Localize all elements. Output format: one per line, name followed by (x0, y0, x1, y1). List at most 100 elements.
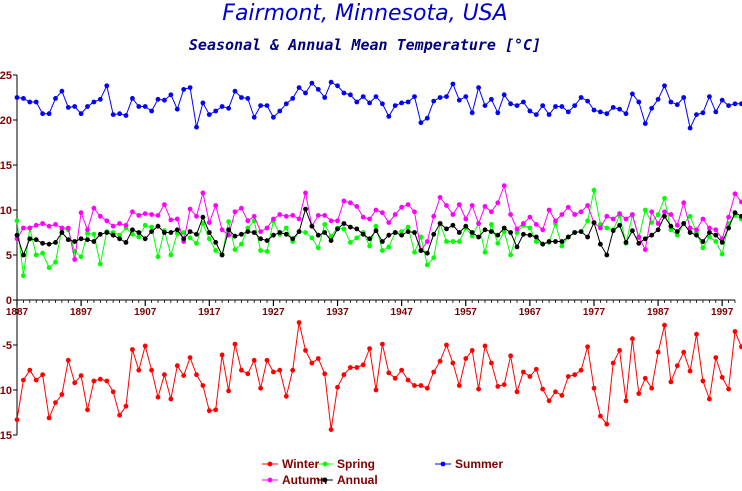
data-point (655, 96, 661, 102)
data-point (206, 408, 212, 414)
data-point (283, 101, 289, 107)
data-point (360, 214, 366, 220)
data-point (245, 229, 251, 235)
legend-swatch-marker (322, 477, 328, 483)
data-point (617, 211, 622, 217)
data-point (687, 368, 693, 374)
data-point (200, 214, 206, 220)
data-point (424, 115, 430, 121)
data-point (559, 243, 565, 249)
data-point (617, 222, 622, 228)
y-tick-label: 20 (0, 115, 12, 127)
data-point (521, 369, 526, 375)
data-point (700, 378, 706, 384)
data-point (200, 221, 206, 226)
data-point (328, 79, 334, 85)
data-point (553, 239, 558, 244)
data-point (456, 97, 462, 103)
data-point (130, 209, 135, 215)
data-point (476, 85, 481, 90)
data-point (194, 213, 199, 219)
data-point (142, 104, 148, 109)
data-point (668, 379, 674, 385)
data-point (251, 114, 257, 120)
data-point (495, 200, 501, 206)
data-point (21, 225, 26, 231)
data-point (713, 109, 719, 115)
data-point (431, 98, 437, 104)
data-point (315, 356, 321, 361)
data-point (162, 202, 167, 208)
data-point (104, 83, 110, 89)
data-point (431, 369, 437, 375)
data-point (174, 106, 180, 112)
data-point (65, 225, 71, 231)
data-point (495, 110, 501, 116)
data-point (585, 344, 590, 350)
data-point (521, 99, 526, 105)
data-point (187, 85, 193, 90)
data-point (322, 95, 328, 100)
data-point (565, 109, 571, 115)
data-point (136, 367, 142, 373)
data-point (142, 343, 148, 349)
data-point (495, 232, 501, 238)
data-point (386, 232, 392, 238)
data-point (226, 388, 232, 394)
data-point (85, 104, 90, 109)
data-point (399, 367, 404, 373)
data-point (72, 239, 78, 244)
data-point (303, 348, 308, 353)
data-point (674, 232, 680, 238)
data-point (732, 191, 738, 197)
data-point (437, 95, 443, 100)
data-point (540, 386, 546, 392)
data-point (181, 236, 187, 242)
data-point (290, 236, 296, 242)
data-point (418, 234, 424, 240)
data-point (271, 114, 276, 120)
data-point (328, 218, 334, 224)
data-point (412, 209, 417, 215)
data-point (251, 357, 257, 363)
data-point (328, 238, 334, 244)
data-point (213, 203, 219, 208)
data-point (200, 190, 206, 196)
data-point (97, 96, 103, 102)
data-point (206, 236, 212, 242)
data-point (444, 342, 449, 348)
data-point (315, 232, 321, 238)
data-point (540, 241, 546, 247)
legend-label: Winter (282, 457, 320, 471)
data-point (245, 371, 251, 377)
data-point (591, 385, 597, 391)
data-point (309, 80, 315, 86)
legend-item-winter: Winter (262, 457, 320, 471)
data-point (348, 224, 353, 230)
data-point (33, 222, 39, 228)
data-point (719, 97, 725, 103)
data-point (572, 372, 578, 378)
data-point (476, 234, 481, 240)
data-point (373, 223, 379, 229)
data-point (213, 407, 219, 413)
data-point (360, 231, 366, 237)
data-point (348, 365, 353, 370)
data-point (610, 105, 616, 110)
data-point (444, 94, 449, 99)
data-point (155, 223, 161, 229)
x-tick-label: 1897 (70, 307, 93, 318)
data-point (630, 212, 635, 217)
data-point (91, 231, 97, 237)
data-point (527, 225, 533, 231)
data-point (617, 106, 622, 112)
data-point (598, 241, 603, 247)
data-point (213, 108, 219, 114)
data-point (33, 237, 39, 243)
data-point (53, 240, 58, 245)
data-point (514, 389, 520, 395)
data-point (598, 225, 603, 231)
data-point (373, 228, 379, 234)
data-point (444, 203, 449, 208)
data-point (565, 204, 571, 210)
